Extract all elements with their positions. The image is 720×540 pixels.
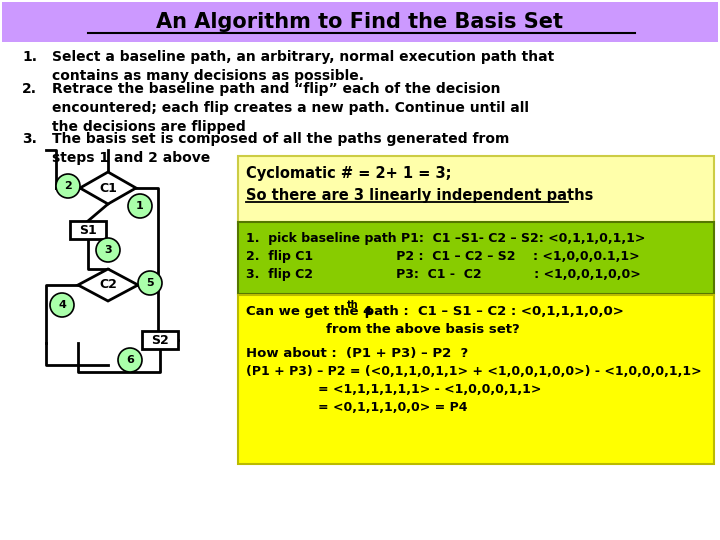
- Circle shape: [128, 194, 152, 218]
- Text: 2.  flip C1                   P2 :  C1 – C2 – S2    : <1,0,0,0.1,1>: 2. flip C1 P2 : C1 – C2 – S2 : <1,0,0,0.…: [246, 250, 639, 263]
- Text: 6: 6: [126, 355, 134, 365]
- Text: (P1 + P3) – P2 = (<0,1,1,0,1,1> + <1,0,0,1,0,0>) - <1,0,0,0,1,1>: (P1 + P3) – P2 = (<0,1,1,0,1,1> + <1,0,0…: [246, 365, 701, 378]
- Text: C2: C2: [99, 279, 117, 292]
- FancyBboxPatch shape: [238, 156, 714, 224]
- FancyBboxPatch shape: [238, 222, 714, 294]
- Text: 1: 1: [136, 201, 144, 211]
- FancyBboxPatch shape: [70, 221, 106, 239]
- Text: 2.: 2.: [22, 82, 37, 96]
- Circle shape: [56, 174, 80, 198]
- Text: = <0,1,1,1,0,0> = P4: = <0,1,1,1,0,0> = P4: [318, 401, 467, 414]
- Text: 1.  pick baseline path P1:  C1 –S1- C2 – S2: <0,1,1,0,1,1>: 1. pick baseline path P1: C1 –S1- C2 – S…: [246, 232, 645, 245]
- FancyBboxPatch shape: [142, 331, 178, 349]
- Text: 1.: 1.: [22, 50, 37, 64]
- Text: 5: 5: [146, 278, 154, 288]
- Text: How about :  (P1 + P3) – P2  ?: How about : (P1 + P3) – P2 ?: [246, 347, 468, 360]
- Text: Select a baseline path, an arbitrary, normal execution path that
contains as man: Select a baseline path, an arbitrary, no…: [52, 50, 554, 83]
- Text: An Algorithm to Find the Basis Set: An Algorithm to Find the Basis Set: [156, 12, 564, 32]
- Text: Retrace the baseline path and “flip” each of the decision
encountered; each flip: Retrace the baseline path and “flip” eac…: [52, 82, 529, 134]
- Text: S1: S1: [79, 224, 97, 237]
- Text: th: th: [347, 300, 359, 310]
- Text: 3.  flip C2                   P3:  C1 -  C2            : <1,0,0,1,0,0>: 3. flip C2 P3: C1 - C2 : <1,0,0,1,0,0>: [246, 268, 641, 281]
- Circle shape: [50, 293, 74, 317]
- Polygon shape: [78, 269, 138, 301]
- Polygon shape: [80, 172, 136, 204]
- Text: 3: 3: [104, 245, 112, 255]
- Text: path :  C1 – S1 – C2 : <0,1,1,1,0,0>: path : C1 – S1 – C2 : <0,1,1,1,0,0>: [360, 305, 624, 318]
- Text: 4: 4: [58, 300, 66, 310]
- Text: S2: S2: [151, 334, 169, 347]
- Text: C1: C1: [99, 181, 117, 194]
- FancyBboxPatch shape: [238, 295, 714, 464]
- FancyBboxPatch shape: [2, 2, 718, 42]
- Text: Can we get the 4: Can we get the 4: [246, 305, 372, 318]
- Text: = <1,1,1,1,1,1> - <1,0,0,0,1,1>: = <1,1,1,1,1,1> - <1,0,0,0,1,1>: [318, 383, 541, 396]
- Text: from the above basis set?: from the above basis set?: [326, 323, 520, 336]
- Circle shape: [138, 271, 162, 295]
- Text: So there are 3 linearly independent paths: So there are 3 linearly independent path…: [246, 188, 593, 203]
- Text: 3.: 3.: [22, 132, 37, 146]
- Circle shape: [96, 238, 120, 262]
- Text: 2: 2: [64, 181, 72, 191]
- Text: The basis set is composed of all the paths generated from
steps 1 and 2 above: The basis set is composed of all the pat…: [52, 132, 509, 165]
- Circle shape: [118, 348, 142, 372]
- Text: Cyclomatic # = 2+ 1 = 3;: Cyclomatic # = 2+ 1 = 3;: [246, 166, 451, 181]
